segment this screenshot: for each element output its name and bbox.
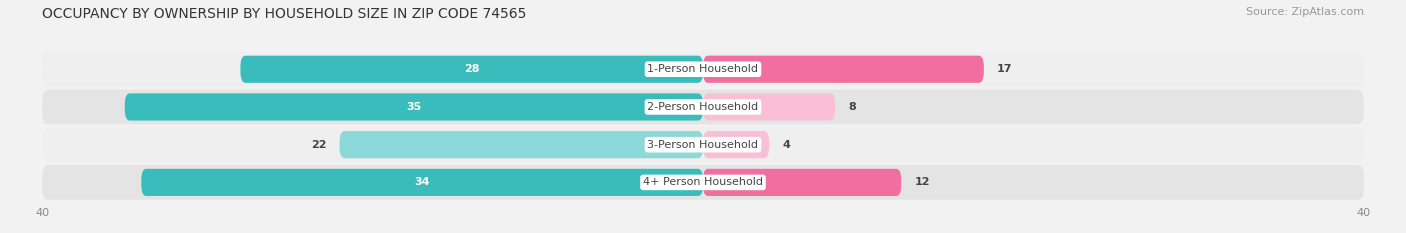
FancyBboxPatch shape xyxy=(42,127,1364,162)
FancyBboxPatch shape xyxy=(703,131,769,158)
Text: 12: 12 xyxy=(914,177,929,187)
Text: 8: 8 xyxy=(848,102,856,112)
Text: 22: 22 xyxy=(311,140,326,150)
FancyBboxPatch shape xyxy=(42,52,1364,87)
Text: 35: 35 xyxy=(406,102,422,112)
Text: 3-Person Household: 3-Person Household xyxy=(648,140,758,150)
FancyBboxPatch shape xyxy=(703,93,835,120)
Text: 4: 4 xyxy=(782,140,790,150)
Text: OCCUPANCY BY OWNERSHIP BY HOUSEHOLD SIZE IN ZIP CODE 74565: OCCUPANCY BY OWNERSHIP BY HOUSEHOLD SIZE… xyxy=(42,7,527,21)
FancyBboxPatch shape xyxy=(141,169,703,196)
FancyBboxPatch shape xyxy=(703,169,901,196)
FancyBboxPatch shape xyxy=(240,56,703,83)
FancyBboxPatch shape xyxy=(703,56,984,83)
Text: 4+ Person Household: 4+ Person Household xyxy=(643,177,763,187)
FancyBboxPatch shape xyxy=(42,165,1364,200)
Text: 17: 17 xyxy=(997,64,1012,74)
FancyBboxPatch shape xyxy=(339,131,703,158)
FancyBboxPatch shape xyxy=(125,93,703,120)
Text: 28: 28 xyxy=(464,64,479,74)
Text: 2-Person Household: 2-Person Household xyxy=(647,102,759,112)
FancyBboxPatch shape xyxy=(42,90,1364,124)
Text: 1-Person Household: 1-Person Household xyxy=(648,64,758,74)
Text: Source: ZipAtlas.com: Source: ZipAtlas.com xyxy=(1246,7,1364,17)
Text: 34: 34 xyxy=(415,177,430,187)
